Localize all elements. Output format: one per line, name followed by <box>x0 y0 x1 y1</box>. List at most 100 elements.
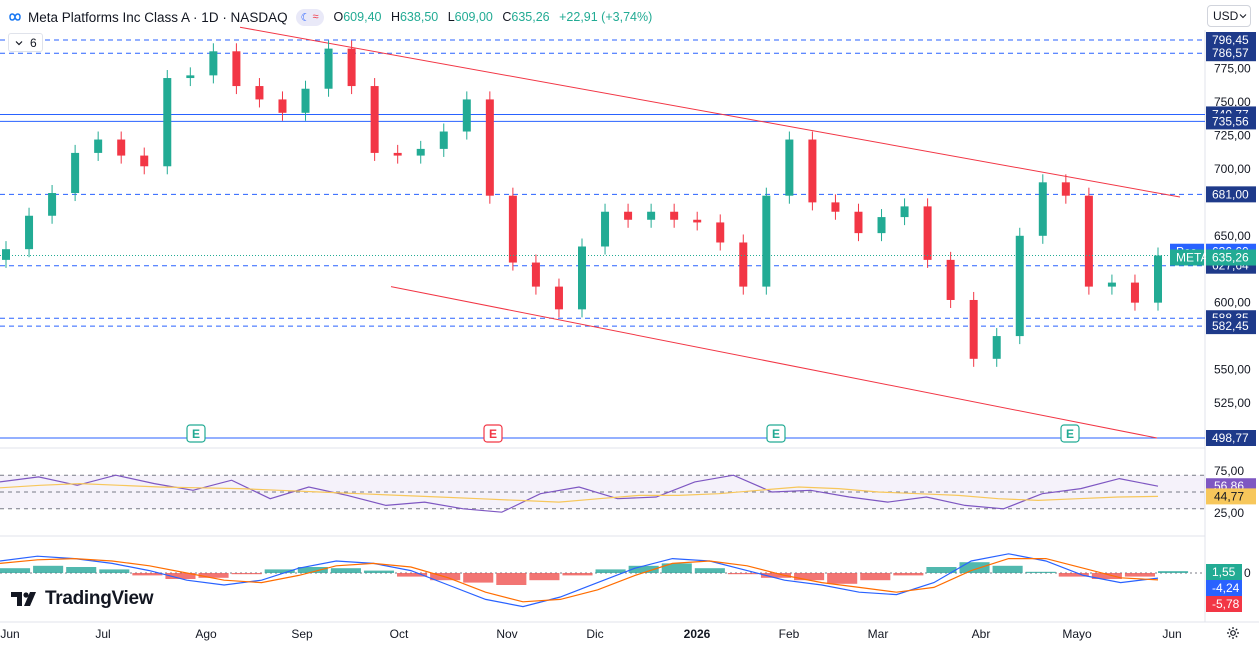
price-tick-label: 600,00 <box>1214 296 1251 310</box>
trendline[interactable] <box>239 26 1181 198</box>
candle-body[interactable] <box>71 152 80 194</box>
candle-body[interactable] <box>186 75 195 79</box>
candle-body[interactable] <box>2 249 10 260</box>
macd-histogram-bar <box>1158 571 1189 573</box>
candle-body[interactable] <box>508 195 517 263</box>
marker-tag-label: META <box>1176 251 1208 265</box>
price-level-badge <box>1206 318 1256 335</box>
macd-value-badge <box>1206 580 1242 596</box>
price-tick-label: 650,00 <box>1214 229 1251 243</box>
price-tick-label: 725,00 <box>1214 129 1251 143</box>
candle-body[interactable] <box>347 48 356 87</box>
candle-body[interactable] <box>439 131 448 149</box>
candle-body[interactable] <box>1107 282 1116 287</box>
candle-body[interactable] <box>117 139 126 156</box>
macd-histogram-bar <box>992 565 1023 573</box>
candle-body[interactable] <box>301 88 310 113</box>
indicators-toggle[interactable]: 6 <box>8 33 43 52</box>
symbol-title[interactable]: Meta Platforms Inc Class A · 1D · NASDAQ <box>28 9 288 25</box>
candle-body[interactable] <box>393 152 402 156</box>
macd-histogram-bar <box>0 568 31 573</box>
trendline[interactable] <box>390 286 1158 439</box>
candle-body[interactable] <box>624 211 633 220</box>
price-tick-label: 700,00 <box>1214 162 1251 176</box>
settings-gear-icon[interactable] <box>1226 626 1240 640</box>
candle-body[interactable] <box>808 139 817 203</box>
earnings-flag-label: E <box>192 427 200 441</box>
open-value: 609,40 <box>343 10 382 24</box>
candle-body[interactable] <box>416 148 425 156</box>
rsi-line <box>0 474 1159 513</box>
candle-body[interactable] <box>1130 282 1139 303</box>
earnings-flag[interactable] <box>186 424 206 443</box>
time-axis-label: Ago <box>195 627 217 641</box>
earnings-flag-label: E <box>772 427 780 441</box>
candle-body[interactable] <box>324 48 333 89</box>
candle-body[interactable] <box>647 211 656 220</box>
candle-body[interactable] <box>1154 255 1162 303</box>
candle-body[interactable] <box>48 193 57 216</box>
earnings-flag[interactable] <box>766 424 786 443</box>
macd-histogram-bar <box>99 569 130 573</box>
macd-value-label: 1,55 <box>1212 565 1236 579</box>
candle-body[interactable] <box>531 262 540 287</box>
candle-body[interactable] <box>739 242 748 287</box>
candle-body[interactable] <box>255 86 264 100</box>
candle-body[interactable] <box>762 195 771 287</box>
currency-label: USD <box>1213 9 1239 23</box>
macd-line <box>0 553 1159 608</box>
macd-histogram-bar <box>66 567 97 573</box>
candle-body[interactable] <box>462 99 471 132</box>
session-toggle[interactable]: ☾ ≈ <box>295 8 324 26</box>
candle-body[interactable] <box>278 99 287 113</box>
time-axis-label: Abr <box>972 627 991 641</box>
candle-body[interactable] <box>601 211 610 247</box>
candle-body[interactable] <box>854 211 863 234</box>
candle-body[interactable] <box>670 211 679 220</box>
candle-body[interactable] <box>485 99 494 196</box>
macd-histogram-bar <box>1091 573 1122 579</box>
macd-histogram-bar <box>827 573 858 584</box>
time-axis-label: Feb <box>779 627 800 641</box>
close-value: 635,26 <box>511 10 550 24</box>
macd-histogram-bar <box>1124 573 1155 577</box>
time-axis-label: Jul <box>95 627 110 641</box>
high-value: 638,50 <box>399 10 439 24</box>
candle-body[interactable] <box>554 286 563 310</box>
time-axis-label: Mayo <box>1062 627 1092 641</box>
candle-body[interactable] <box>900 206 909 218</box>
currency-selector[interactable]: USD <box>1207 5 1251 27</box>
candle-body[interactable] <box>1015 235 1024 337</box>
macd-histogram-bar <box>33 565 64 573</box>
candle-body[interactable] <box>716 222 725 243</box>
macd-value-badge <box>1206 564 1242 580</box>
earnings-flag-label: E <box>489 427 497 441</box>
candle-body[interactable] <box>877 217 886 234</box>
candle-body[interactable] <box>94 139 103 153</box>
candle-body[interactable] <box>1038 182 1047 236</box>
candle-body[interactable] <box>163 78 172 167</box>
macd-histogram-bar <box>496 573 527 585</box>
candle-body[interactable] <box>232 51 241 87</box>
candle-body[interactable] <box>946 259 955 300</box>
candle-body[interactable] <box>785 139 794 196</box>
candle-body[interactable] <box>969 299 978 359</box>
macd-histogram-bar <box>363 570 395 573</box>
candle-body[interactable] <box>370 86 379 153</box>
candle-body[interactable] <box>25 215 34 250</box>
earnings-flag[interactable] <box>1060 424 1080 443</box>
earnings-flag[interactable] <box>483 424 503 443</box>
candle-body[interactable] <box>693 219 702 223</box>
candle-body[interactable] <box>992 336 1001 359</box>
tradingview-logo[interactable]: TradingView <box>11 588 154 610</box>
marker-price-badge <box>1206 249 1256 266</box>
low-value: 609,00 <box>454 10 493 24</box>
candle-body[interactable] <box>578 246 586 310</box>
candle-body[interactable] <box>1061 182 1070 196</box>
candle-body[interactable] <box>209 51 218 76</box>
candle-body[interactable] <box>1084 195 1093 287</box>
candle-body[interactable] <box>140 155 149 167</box>
candle-body[interactable] <box>923 206 932 260</box>
candle-body[interactable] <box>831 202 840 212</box>
